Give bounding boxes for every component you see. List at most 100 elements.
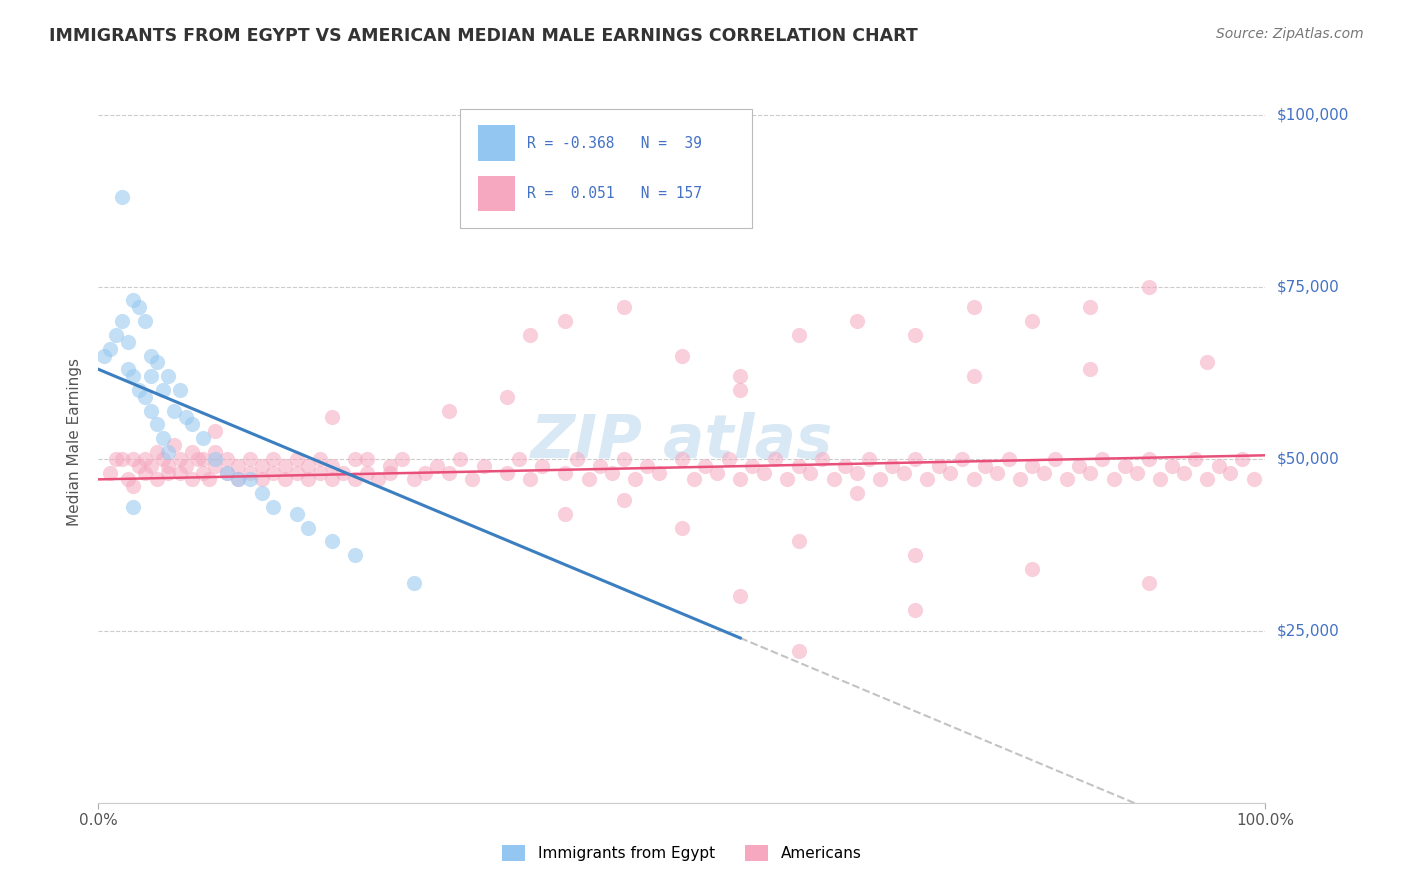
Point — [169, 451, 191, 466]
Point — [962, 301, 984, 315]
Point — [344, 451, 367, 466]
Point — [239, 451, 262, 466]
Point — [128, 458, 150, 473]
Point — [1114, 458, 1136, 473]
Point — [636, 458, 658, 473]
Point — [449, 451, 471, 466]
Text: Source: ZipAtlas.com: Source: ZipAtlas.com — [1216, 27, 1364, 41]
Point — [950, 451, 973, 466]
Point — [274, 472, 297, 486]
Point — [508, 451, 530, 466]
Point — [776, 472, 799, 486]
Point — [204, 445, 226, 459]
Point — [93, 349, 115, 363]
Y-axis label: Median Male Earnings: Median Male Earnings — [66, 358, 82, 525]
Point — [997, 451, 1019, 466]
Point — [163, 438, 186, 452]
Point — [834, 458, 856, 473]
Point — [799, 466, 821, 480]
Point — [974, 458, 997, 473]
Text: IMMIGRANTS FROM EGYPT VS AMERICAN MEDIAN MALE EARNINGS CORRELATION CHART: IMMIGRANTS FROM EGYPT VS AMERICAN MEDIAN… — [49, 27, 918, 45]
Point — [763, 451, 786, 466]
Point — [613, 451, 636, 466]
Point — [730, 369, 752, 384]
Point — [262, 500, 284, 514]
Point — [204, 458, 226, 473]
Point — [204, 424, 226, 438]
Point — [554, 466, 576, 480]
Point — [228, 458, 250, 473]
Point — [869, 472, 891, 486]
Point — [730, 590, 752, 604]
Point — [671, 349, 693, 363]
Point — [146, 445, 169, 459]
Point — [193, 431, 215, 445]
Point — [111, 190, 134, 204]
Text: R = -0.368   N =  39: R = -0.368 N = 39 — [527, 136, 702, 151]
Point — [215, 466, 238, 480]
Point — [706, 466, 728, 480]
Point — [285, 466, 308, 480]
Point — [811, 451, 834, 466]
Point — [928, 458, 950, 473]
Point — [215, 451, 238, 466]
Text: ZIP atlas: ZIP atlas — [531, 412, 832, 471]
Point — [344, 548, 367, 562]
Point — [986, 466, 1008, 480]
Point — [846, 486, 869, 500]
Point — [122, 479, 145, 493]
Point — [134, 466, 156, 480]
Point — [1195, 355, 1218, 369]
Point — [1219, 466, 1241, 480]
Point — [274, 458, 297, 473]
Legend: Immigrants from Egypt, Americans: Immigrants from Egypt, Americans — [496, 839, 868, 867]
Point — [104, 327, 127, 342]
Point — [117, 362, 139, 376]
Point — [578, 472, 600, 486]
Point — [1195, 472, 1218, 486]
Point — [1080, 362, 1102, 376]
Point — [1149, 472, 1171, 486]
Point — [613, 301, 636, 315]
Point — [356, 451, 378, 466]
Point — [250, 458, 273, 473]
Point — [204, 451, 226, 466]
Point — [285, 451, 308, 466]
Point — [117, 334, 139, 349]
Point — [356, 466, 378, 480]
Point — [157, 369, 180, 384]
Point — [380, 466, 402, 480]
Point — [787, 534, 810, 549]
Point — [117, 472, 139, 486]
Point — [846, 314, 869, 328]
Point — [730, 472, 752, 486]
Point — [1056, 472, 1078, 486]
Point — [139, 369, 162, 384]
Point — [122, 369, 145, 384]
Point — [437, 466, 460, 480]
Point — [1032, 466, 1054, 480]
Point — [1243, 472, 1265, 486]
Point — [1021, 314, 1043, 328]
Point — [1021, 562, 1043, 576]
Point — [139, 349, 162, 363]
Point — [695, 458, 717, 473]
Point — [554, 507, 576, 521]
Text: $25,000: $25,000 — [1277, 624, 1340, 639]
Point — [285, 507, 308, 521]
Point — [787, 327, 810, 342]
Point — [846, 466, 869, 480]
Point — [1080, 466, 1102, 480]
Point — [717, 451, 740, 466]
Point — [1010, 472, 1032, 486]
Point — [180, 445, 202, 459]
Point — [413, 466, 436, 480]
Point — [1161, 458, 1184, 473]
Point — [904, 603, 927, 617]
Point — [321, 458, 343, 473]
Point — [1208, 458, 1230, 473]
Point — [915, 472, 938, 486]
Point — [122, 293, 145, 308]
Point — [1045, 451, 1067, 466]
Point — [228, 472, 250, 486]
